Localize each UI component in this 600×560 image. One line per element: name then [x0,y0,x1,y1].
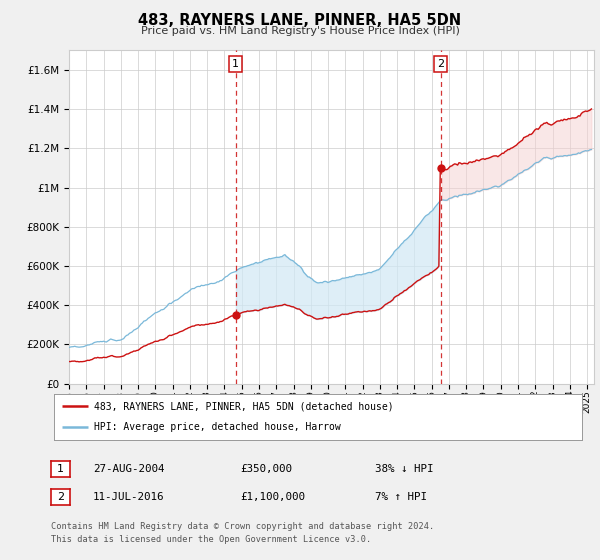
Text: 2: 2 [57,492,64,502]
Text: 11-JUL-2016: 11-JUL-2016 [93,492,164,502]
Text: £1,100,000: £1,100,000 [240,492,305,502]
Text: 27-AUG-2004: 27-AUG-2004 [93,464,164,474]
Text: 38% ↓ HPI: 38% ↓ HPI [375,464,433,474]
Text: Price paid vs. HM Land Registry's House Price Index (HPI): Price paid vs. HM Land Registry's House … [140,26,460,36]
Text: £350,000: £350,000 [240,464,292,474]
Text: 1: 1 [232,59,239,69]
Text: 483, RAYNERS LANE, PINNER, HA5 5DN (detached house): 483, RAYNERS LANE, PINNER, HA5 5DN (deta… [94,401,393,411]
Text: 1: 1 [57,464,64,474]
Text: 2: 2 [437,59,445,69]
Text: This data is licensed under the Open Government Licence v3.0.: This data is licensed under the Open Gov… [51,535,371,544]
Text: HPI: Average price, detached house, Harrow: HPI: Average price, detached house, Harr… [94,422,340,432]
Text: Contains HM Land Registry data © Crown copyright and database right 2024.: Contains HM Land Registry data © Crown c… [51,522,434,531]
Text: 483, RAYNERS LANE, PINNER, HA5 5DN: 483, RAYNERS LANE, PINNER, HA5 5DN [139,13,461,29]
Text: 7% ↑ HPI: 7% ↑ HPI [375,492,427,502]
